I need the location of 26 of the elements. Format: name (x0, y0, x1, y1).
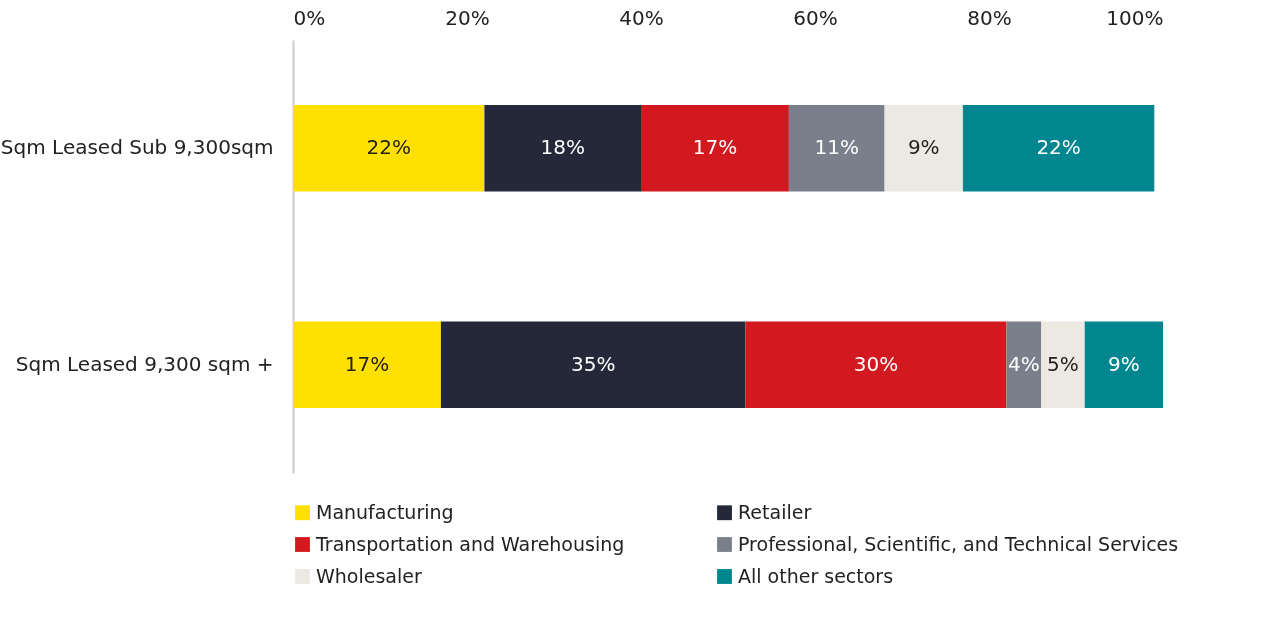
data-label: 17% (692, 135, 738, 160)
y-tick-label: Sqm Leased 9,300 sqm + (15, 351, 274, 376)
data-label: 22% (1036, 135, 1081, 160)
x-tick-label: 80% (967, 5, 1012, 30)
data-label: 4% (1007, 351, 1040, 376)
x-tick-label: 40% (619, 5, 664, 30)
data-label: 17% (344, 351, 390, 376)
legend-label: Transportation and Warehousing (315, 532, 625, 555)
data-label: 18% (540, 135, 585, 160)
data-label: 35% (570, 351, 616, 376)
x-tick-label: 60% (793, 5, 838, 30)
x-tick-label: 20% (445, 5, 490, 30)
legend-label: All other sectors (738, 564, 894, 587)
y-tick-label: Sqm Leased Sub 9,300sqm (0, 135, 274, 160)
data-label: 9% (1107, 351, 1140, 376)
legend-label: Retailer (738, 500, 812, 523)
data-label: 9% (907, 135, 940, 160)
legend-label: Wholesaler (316, 564, 422, 587)
legend-label: Professional, Scientific, and Technical Services (738, 532, 1179, 555)
data-label: 5% (1047, 351, 1079, 376)
x-tick-label: 0% (293, 5, 326, 30)
data-label: 22% (366, 135, 411, 160)
x-tick-label: 100% (1106, 5, 1164, 30)
legend-label: Manufacturing (316, 500, 454, 523)
data-label: 30% (853, 351, 899, 376)
data-label: 11% (814, 135, 859, 160)
